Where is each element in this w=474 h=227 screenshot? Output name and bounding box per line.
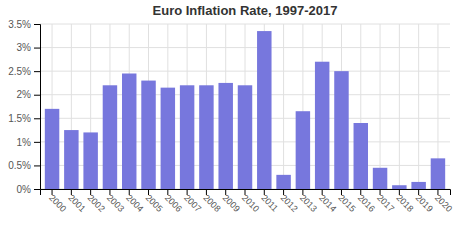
grid-line-x <box>399 24 400 189</box>
bar <box>296 111 310 189</box>
bar <box>373 168 387 189</box>
tick: 2.5% <box>8 66 40 77</box>
tick: 2019 <box>414 189 435 214</box>
tick: 2009 <box>221 189 242 214</box>
tick-mark <box>34 48 40 49</box>
chart: 0% 0.5% 1% 1.5% 2% 2.5% 3% 3.5% 2000200120022003… <box>0 0 474 227</box>
grid-line-x <box>380 24 381 189</box>
tick-label: 2017 <box>375 193 396 214</box>
grid <box>40 24 450 189</box>
bar <box>141 81 155 189</box>
plot-area <box>45 31 445 189</box>
tick-label: 2018 <box>394 193 415 214</box>
tick: 2003 <box>105 189 126 214</box>
tick-label: 1.5% <box>8 113 31 124</box>
bar <box>334 71 348 189</box>
tick: 2% <box>17 89 40 100</box>
tick: 2002 <box>86 189 107 214</box>
tick-label: 2020 <box>433 193 454 214</box>
tick-label: 3.5% <box>8 19 31 30</box>
tick-mark <box>34 71 40 72</box>
bar <box>431 158 445 189</box>
bar <box>257 31 271 189</box>
tick: 2005 <box>143 189 164 214</box>
tick-mark <box>34 142 40 143</box>
tick: 0% <box>17 184 40 195</box>
x-axis: 2000200120022003200420052006200720082009… <box>41 189 455 214</box>
tick: 2015 <box>336 189 357 214</box>
bar <box>103 85 117 189</box>
tick: 2018 <box>394 189 415 214</box>
tick-label: 2013 <box>298 193 319 214</box>
tick-label: 2001 <box>66 193 87 214</box>
tick-label: 2007 <box>182 193 203 214</box>
tick-label: 0.5% <box>8 160 31 171</box>
tick-label: 2014 <box>317 193 338 214</box>
bar <box>45 109 59 189</box>
tick-label: 2000 <box>47 193 68 214</box>
bar <box>238 85 252 189</box>
tick: 2004 <box>124 189 145 214</box>
bar <box>276 175 290 189</box>
tick-label: 3% <box>17 42 32 53</box>
tick-label: 2002 <box>86 193 107 214</box>
tick: 2014 <box>317 189 338 214</box>
tick-mark <box>34 95 40 96</box>
tick-label: 2019 <box>414 193 435 214</box>
tick: 3.5% <box>8 19 40 30</box>
tick-mark <box>34 118 40 119</box>
y-axis: 0% 0.5% 1% 1.5% 2% 2.5% 3% 3.5% <box>8 19 40 195</box>
tick-mark <box>34 165 40 166</box>
tick: 2001 <box>66 189 87 214</box>
tick: 2006 <box>163 189 184 214</box>
bar <box>83 132 97 189</box>
tick-mark <box>34 24 40 25</box>
tick-label: 2015 <box>336 193 357 214</box>
axis-domain <box>34 25 41 190</box>
tick-label: 2011 <box>259 193 280 214</box>
tick-label: 2012 <box>279 193 300 214</box>
tick: 2011 <box>259 189 280 213</box>
title: Euro Inflation Rate, 1997-2017 <box>153 3 338 18</box>
tick-label: 2016 <box>356 193 377 214</box>
bar <box>64 130 78 189</box>
tick-label: 2008 <box>201 193 222 214</box>
tick-label: 2.5% <box>8 66 31 77</box>
tick-label: 2006 <box>163 193 184 214</box>
tick: 1% <box>17 137 40 148</box>
tick-label: 2009 <box>221 193 242 214</box>
tick-label: 2003 <box>105 193 126 214</box>
tick: 1.5% <box>8 113 40 124</box>
grid-line-x <box>418 24 419 189</box>
tick: 2000 <box>47 189 68 214</box>
tick: 3% <box>17 42 40 53</box>
tick-mark <box>34 189 40 190</box>
tick: 2010 <box>240 189 261 214</box>
bar <box>218 83 232 189</box>
tick-label: 0% <box>17 184 32 195</box>
bar <box>354 123 368 189</box>
bar <box>411 182 425 189</box>
tick: 2008 <box>201 189 222 214</box>
grid-line-x <box>283 24 284 189</box>
tick-label: 1% <box>17 137 32 148</box>
tick: 2016 <box>356 189 377 214</box>
tick: 2012 <box>279 189 300 214</box>
bar <box>315 62 329 189</box>
tick: 2007 <box>182 189 203 214</box>
tick-label: 2004 <box>124 193 145 214</box>
bar <box>199 85 213 189</box>
tick: 2013 <box>298 189 319 214</box>
tick: 2017 <box>375 189 396 214</box>
tick-label: 2010 <box>240 193 261 214</box>
bar <box>392 185 406 189</box>
bar <box>180 85 194 189</box>
bar <box>161 88 175 189</box>
tick: 0.5% <box>8 160 40 171</box>
chart-container: 0% 0.5% 1% 1.5% 2% 2.5% 3% 3.5% 2000200120022003… <box>0 0 474 227</box>
tick-label: 2% <box>17 89 32 100</box>
bar <box>122 74 136 190</box>
tick-label: 2005 <box>143 193 164 214</box>
tick: 2020 <box>433 189 454 214</box>
